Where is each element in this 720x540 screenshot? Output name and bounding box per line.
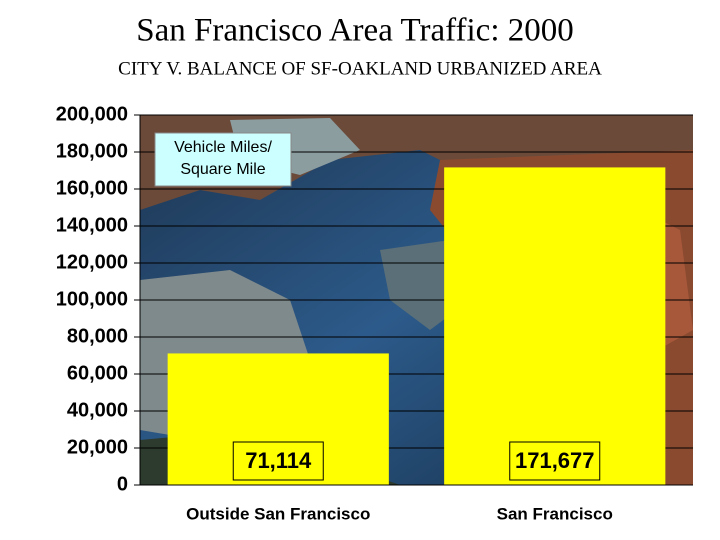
y-tick-label: 160,000: [56, 177, 128, 199]
y-tick-label: 200,000: [56, 103, 128, 125]
y-tick-label: 60,000: [67, 362, 128, 384]
y-tick-label: 100,000: [56, 288, 128, 310]
value-label-box: [509, 441, 601, 481]
y-tick-label: 80,000: [67, 325, 128, 347]
y-tick-label: 120,000: [56, 251, 128, 273]
bar: [444, 167, 666, 485]
chart-title: San Francisco Area Traffic: 2000: [136, 13, 574, 49]
x-tick-label: Outside San Francisco: [186, 504, 370, 523]
value-label: 171,677: [515, 448, 595, 473]
y-tick-label: 0: [117, 473, 128, 495]
x-tick-label: San Francisco: [497, 504, 613, 523]
annotation: Vehicle Miles/: [174, 139, 272, 156]
value-label: 71,114: [245, 448, 312, 473]
annotation-box: [154, 132, 292, 187]
chart-subtitle: CITY V. BALANCE OF SF-OAKLAND URBANIZED …: [118, 58, 602, 79]
y-tick-label: 40,000: [67, 399, 128, 421]
annotation: Square Mile: [180, 161, 265, 178]
y-tick-label: 180,000: [56, 140, 128, 162]
y-tick-label: 20,000: [67, 436, 128, 458]
y-tick-label: 140,000: [56, 214, 128, 236]
value-label-box: [232, 441, 324, 481]
